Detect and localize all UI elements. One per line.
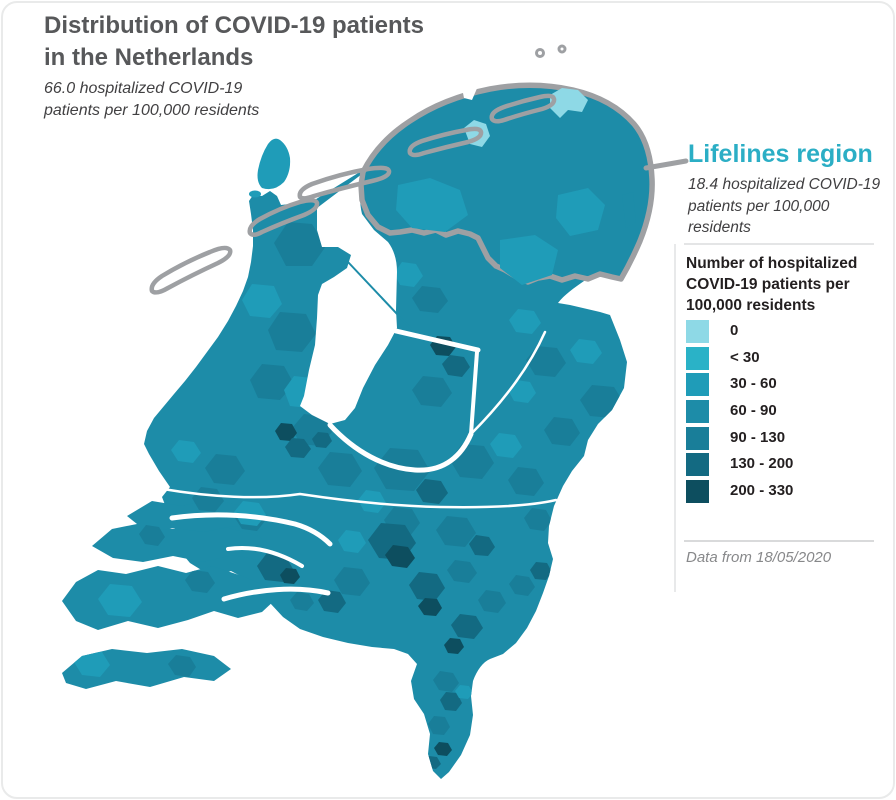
island-schiermonnikoog xyxy=(489,93,557,124)
lifelines-rate-subtitle: 18.4 hospitalized COVID-19 patients per … xyxy=(688,176,881,236)
legend-swatch xyxy=(686,320,709,343)
lifelines-region-title: Lifelines region xyxy=(688,140,873,168)
hollands-diep-channel xyxy=(221,586,331,602)
wadden-islands xyxy=(149,44,567,295)
legend-label: 200 - 330 xyxy=(730,482,794,499)
haringvliet-channel xyxy=(169,512,333,547)
legend-swatch xyxy=(686,373,709,396)
legend-top-divider xyxy=(684,243,874,245)
legend-panel-border xyxy=(674,244,676,592)
callout-connector-line xyxy=(643,158,689,171)
lauwersmeer xyxy=(462,86,478,100)
ijssel-river xyxy=(469,330,547,436)
legend-label: 130 - 200 xyxy=(730,455,794,472)
legend-swatch xyxy=(686,347,709,370)
delta-channel xyxy=(226,546,304,568)
island-texel xyxy=(257,138,291,190)
page-title: Distribution of COVID-19 patients in the… xyxy=(44,10,424,74)
national-rate-subtitle: 66.0 hospitalized COVID-19 patients per … xyxy=(44,80,260,119)
rivers-line xyxy=(161,487,558,509)
island-2 xyxy=(247,198,320,237)
zeeland-schouwen xyxy=(92,521,274,562)
islet-speck xyxy=(535,48,545,58)
legend-label: 60 - 90 xyxy=(730,402,777,419)
title-line2: in the Netherlands xyxy=(44,44,254,71)
islet-speck xyxy=(557,44,567,54)
legend-label: 90 - 130 xyxy=(730,429,786,446)
legend-swatch xyxy=(686,427,709,450)
data-source-note: Data from 18/05/2020 xyxy=(686,549,832,566)
footer-divider xyxy=(684,540,874,542)
legend-swatch xyxy=(686,400,709,423)
legend-label: 30 - 60 xyxy=(730,375,777,392)
water-ijsselmeer xyxy=(161,174,558,602)
lifelines-region xyxy=(358,82,655,285)
houtribdijk-line xyxy=(347,261,415,333)
title-line1: Distribution of COVID-19 patients xyxy=(44,12,425,39)
island-terschelling xyxy=(297,165,392,201)
island-ameland xyxy=(407,126,484,158)
zero-rate-area-groningen xyxy=(550,88,588,118)
legend-label: < 30 xyxy=(730,349,760,366)
legend-swatch xyxy=(686,480,709,503)
legend-title: Number of hospitalized COVID-19 patients… xyxy=(686,255,858,314)
legend-swatch xyxy=(686,453,709,476)
legend-label: 0 xyxy=(730,322,739,339)
island-vlieland xyxy=(149,245,233,295)
randmeren-channel xyxy=(327,422,474,473)
ketelmeer-channel xyxy=(393,328,481,353)
islet-noorderhaaks xyxy=(249,190,261,198)
